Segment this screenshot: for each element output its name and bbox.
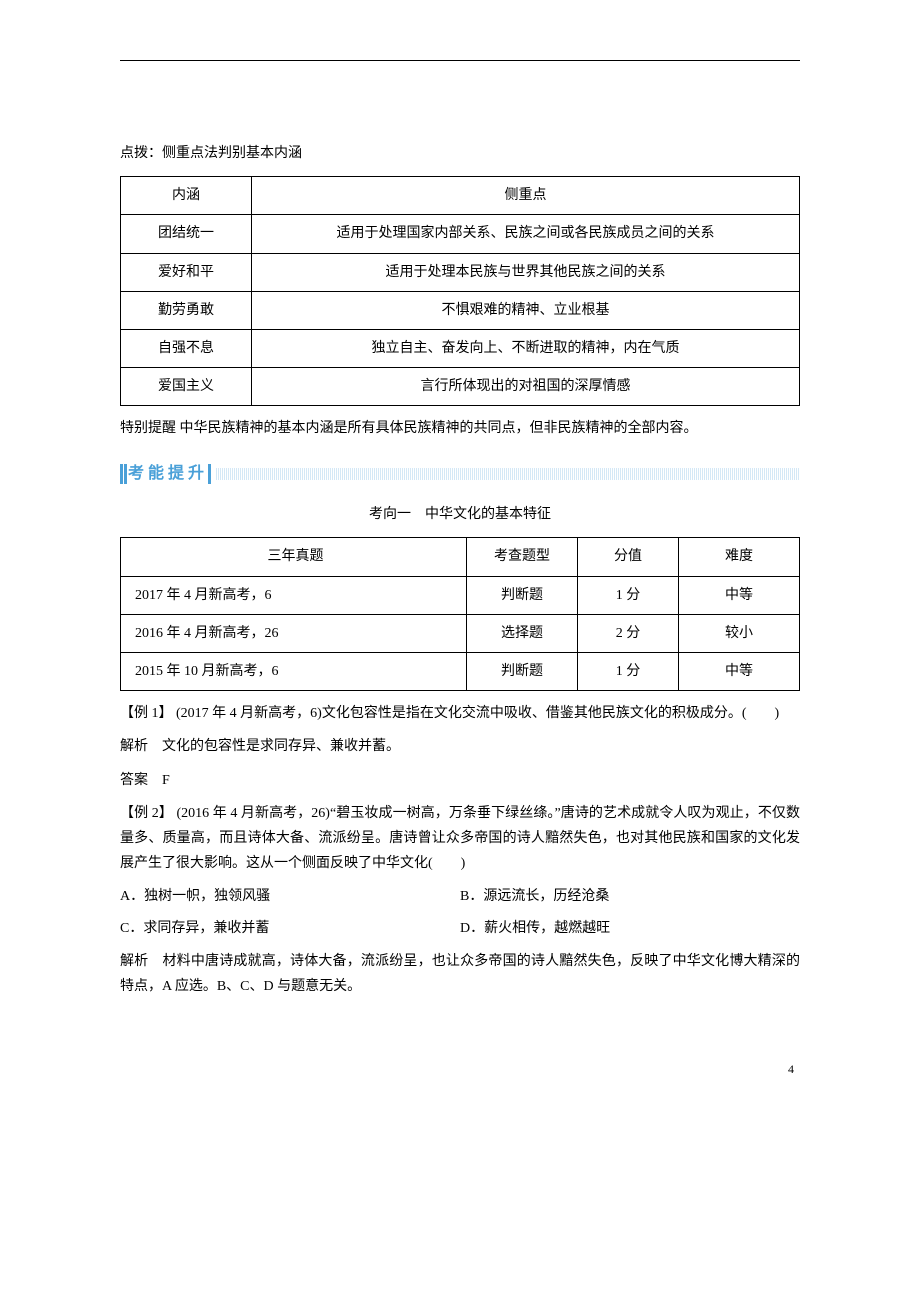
t1-r2c1: 不惧艰难的精神、立业根基: [252, 291, 800, 329]
header-bar-icon: [124, 464, 127, 484]
page-number: 4: [120, 1059, 800, 1081]
t1-r1c1: 适用于处理本民族与世界其他民族之间的关系: [252, 253, 800, 291]
t2-h1: 考查题型: [467, 538, 578, 576]
t2-r1c1: 选择题: [467, 614, 578, 652]
t1-r3c1: 独立自主、奋发向上、不断进取的精神，内在气质: [252, 329, 800, 367]
direction-title: 考向一 中华文化的基本特征: [120, 502, 800, 527]
tip-line: 点拨：侧重点法判别基本内涵: [120, 141, 800, 166]
section-header: 考能提升: [120, 460, 800, 489]
header-bar-icon: [120, 464, 123, 484]
t2-r2c0: 2015 年 10 月新高考，6: [121, 653, 467, 691]
example1-stem: 【例 1】 (2017 年 4 月新高考，6)文化包容性是指在文化交流中吸收、借…: [120, 701, 800, 726]
t2-r0c1: 判断题: [467, 576, 578, 614]
t2-h0: 三年真题: [121, 538, 467, 576]
t1-r4c0: 爱国主义: [121, 368, 252, 406]
section-title: 考能提升: [128, 460, 208, 489]
example1-analysis: 解析 文化的包容性是求同存异、兼收并蓄。: [120, 734, 800, 759]
header-bar-icon: [208, 464, 211, 484]
t2-r0c3: 中等: [679, 576, 800, 614]
header-tail-pattern: [216, 468, 800, 480]
t1-r0c0: 团结统一: [121, 215, 252, 253]
example2-stem: 【例 2】 (2016 年 4 月新高考，26)“碧玉妆成一树高，万条垂下绿丝绦…: [120, 801, 800, 877]
example1-answer: 答案 F: [120, 768, 800, 793]
t1-r4c1: 言行所体现出的对祖国的深厚情感: [252, 368, 800, 406]
t2-r0c0: 2017 年 4 月新高考，6: [121, 576, 467, 614]
t1-r0c1: 适用于处理国家内部关系、民族之间或各民族成员之间的关系: [252, 215, 800, 253]
example2-analysis: 解析 材料中唐诗成就高，诗体大备，流派纷呈，也让众多帝国的诗人黯然失色，反映了中…: [120, 949, 800, 999]
t2-r2c1: 判断题: [467, 653, 578, 691]
t2-r1c3: 较小: [679, 614, 800, 652]
t2-h2: 分值: [578, 538, 679, 576]
exam-table: 三年真题 考查题型 分值 难度 2017 年 4 月新高考，6 判断题 1 分 …: [120, 537, 800, 691]
t1-h1: 侧重点: [252, 177, 800, 215]
t1-r2c0: 勤劳勇敢: [121, 291, 252, 329]
option-c: C．求同存异，兼收并蓄: [120, 916, 460, 941]
option-b: B．源远流长，历经沧桑: [460, 884, 800, 909]
special-note: 特别提醒 中华民族精神的基本内涵是所有具体民族精神的共同点，但非民族精神的全部内…: [120, 416, 800, 441]
t2-r1c2: 2 分: [578, 614, 679, 652]
t2-r0c2: 1 分: [578, 576, 679, 614]
option-a: A．独树一帜，独领风骚: [120, 884, 460, 909]
t2-h3: 难度: [679, 538, 800, 576]
t2-r2c2: 1 分: [578, 653, 679, 691]
t2-r2c3: 中等: [679, 653, 800, 691]
example2-options-row2: C．求同存异，兼收并蓄 D．薪火相传，越燃越旺: [120, 916, 800, 941]
horizontal-rule: [120, 60, 800, 61]
example2-options-row1: A．独树一帜，独领风骚 B．源远流长，历经沧桑: [120, 884, 800, 909]
t1-r3c0: 自强不息: [121, 329, 252, 367]
t1-h0: 内涵: [121, 177, 252, 215]
option-d: D．薪火相传，越燃越旺: [460, 916, 800, 941]
t2-r1c0: 2016 年 4 月新高考，26: [121, 614, 467, 652]
t1-r1c0: 爱好和平: [121, 253, 252, 291]
connotation-table: 内涵 侧重点 团结统一 适用于处理国家内部关系、民族之间或各民族成员之间的关系 …: [120, 176, 800, 406]
